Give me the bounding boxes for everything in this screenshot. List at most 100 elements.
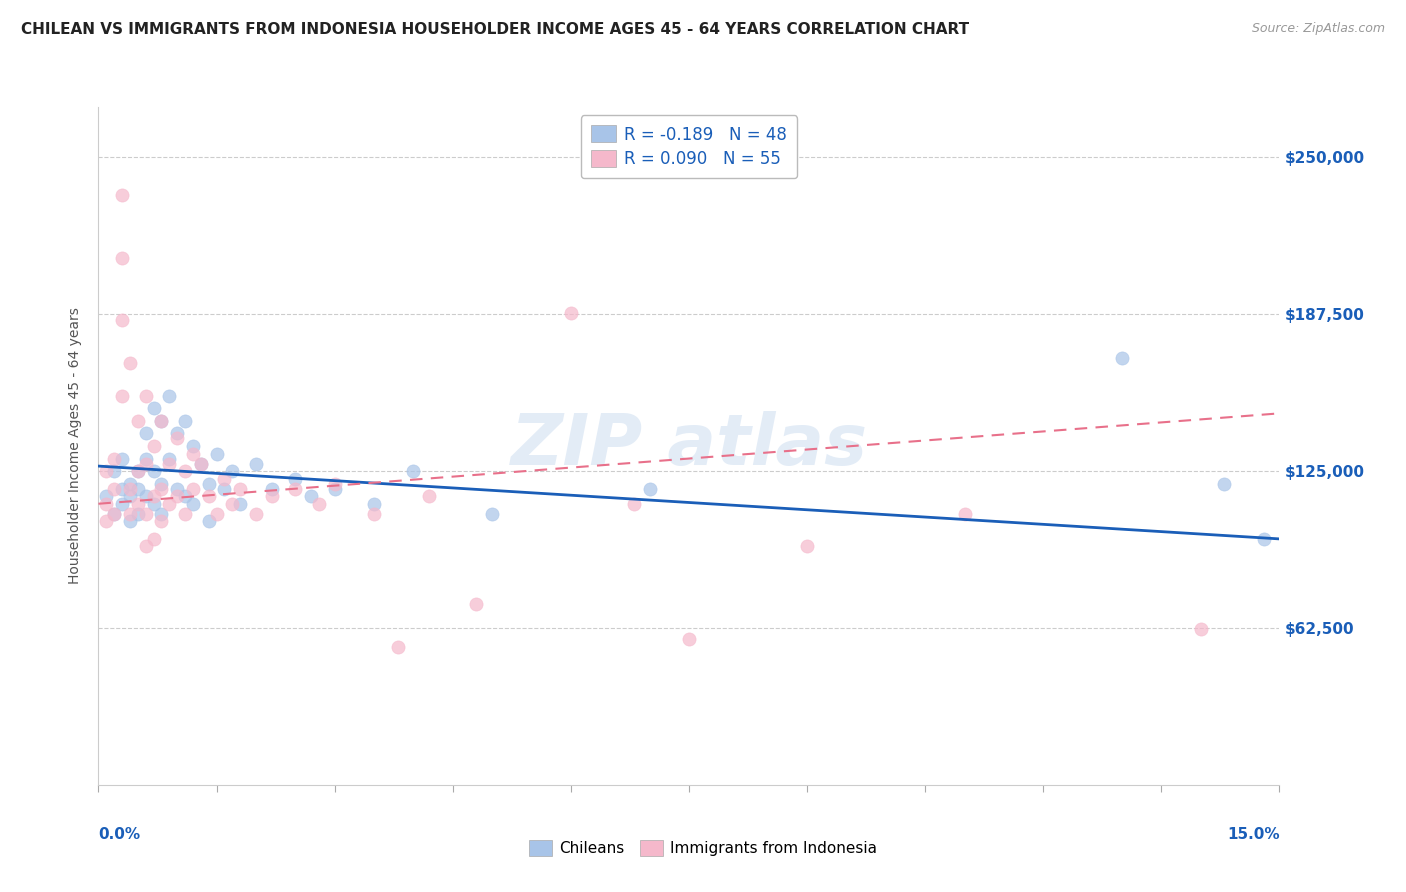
Point — [214, 482, 236, 496]
Point — [181, 482, 204, 496]
Point — [181, 439, 204, 453]
Point — [142, 489, 165, 503]
Point — [150, 414, 173, 428]
Point — [387, 640, 409, 654]
Point — [284, 472, 307, 486]
Point — [157, 389, 180, 403]
Point — [157, 451, 180, 466]
Point — [96, 514, 118, 528]
Point — [118, 356, 141, 370]
Point — [174, 414, 197, 428]
Point — [150, 482, 173, 496]
Point — [363, 497, 385, 511]
Point — [150, 507, 173, 521]
Point — [560, 306, 582, 320]
Point — [323, 482, 346, 496]
Point — [205, 507, 228, 521]
Point — [1253, 532, 1275, 546]
Point — [96, 497, 118, 511]
Point — [638, 482, 661, 496]
Point — [135, 426, 157, 441]
Point — [166, 432, 188, 446]
Point — [190, 457, 212, 471]
Point — [174, 507, 197, 521]
Point — [111, 313, 134, 327]
Point — [1213, 476, 1236, 491]
Point — [127, 414, 149, 428]
Point — [363, 507, 385, 521]
Point — [623, 497, 645, 511]
Point — [111, 451, 134, 466]
Point — [299, 489, 322, 503]
Point — [127, 464, 149, 478]
Point — [103, 451, 125, 466]
Point — [127, 507, 149, 521]
Point — [465, 597, 488, 611]
Point — [135, 457, 157, 471]
Point — [135, 389, 157, 403]
Point — [245, 457, 267, 471]
Point — [245, 507, 267, 521]
Text: 15.0%: 15.0% — [1227, 827, 1279, 842]
Point — [103, 464, 125, 478]
Point — [96, 464, 118, 478]
Point — [260, 482, 283, 496]
Point — [481, 507, 503, 521]
Point — [323, 476, 346, 491]
Point — [142, 532, 165, 546]
Point — [111, 188, 134, 202]
Point — [197, 489, 219, 503]
Point — [103, 507, 125, 521]
Text: Source: ZipAtlas.com: Source: ZipAtlas.com — [1251, 22, 1385, 36]
Point — [308, 497, 330, 511]
Point — [142, 401, 165, 416]
Point — [118, 514, 141, 528]
Point — [418, 489, 440, 503]
Point — [197, 514, 219, 528]
Point — [166, 426, 188, 441]
Point — [1111, 351, 1133, 365]
Point — [118, 476, 141, 491]
Point — [142, 464, 165, 478]
Point — [197, 476, 219, 491]
Point — [96, 489, 118, 503]
Text: 0.0%: 0.0% — [98, 827, 141, 842]
Point — [190, 457, 212, 471]
Y-axis label: Householder Income Ages 45 - 64 years: Householder Income Ages 45 - 64 years — [69, 308, 83, 584]
Point — [150, 514, 173, 528]
Legend: R = -0.189   N = 48, R = 0.090   N = 55: R = -0.189 N = 48, R = 0.090 N = 55 — [581, 115, 797, 178]
Point — [181, 446, 204, 460]
Point — [174, 489, 197, 503]
Point — [103, 482, 125, 496]
Point — [103, 507, 125, 521]
Text: ZIP atlas: ZIP atlas — [510, 411, 868, 481]
Point — [796, 540, 818, 554]
Point — [157, 457, 180, 471]
Point — [142, 497, 165, 511]
Point — [135, 489, 157, 503]
Point — [135, 540, 157, 554]
Point — [229, 497, 252, 511]
Point — [150, 476, 173, 491]
Point — [111, 251, 134, 265]
Point — [181, 497, 204, 511]
Point — [111, 482, 134, 496]
Point — [111, 389, 134, 403]
Point — [127, 464, 149, 478]
Legend: Chileans, Immigrants from Indonesia: Chileans, Immigrants from Indonesia — [523, 834, 883, 862]
Point — [111, 497, 134, 511]
Text: CHILEAN VS IMMIGRANTS FROM INDONESIA HOUSEHOLDER INCOME AGES 45 - 64 YEARS CORRE: CHILEAN VS IMMIGRANTS FROM INDONESIA HOU… — [21, 22, 969, 37]
Point — [284, 482, 307, 496]
Point — [135, 507, 157, 521]
Point — [1189, 622, 1212, 636]
Point — [260, 489, 283, 503]
Point — [127, 482, 149, 496]
Point — [150, 414, 173, 428]
Point — [135, 451, 157, 466]
Point — [174, 464, 197, 478]
Point — [166, 489, 188, 503]
Point — [118, 482, 141, 496]
Point — [205, 446, 228, 460]
Point — [118, 489, 141, 503]
Point — [953, 507, 976, 521]
